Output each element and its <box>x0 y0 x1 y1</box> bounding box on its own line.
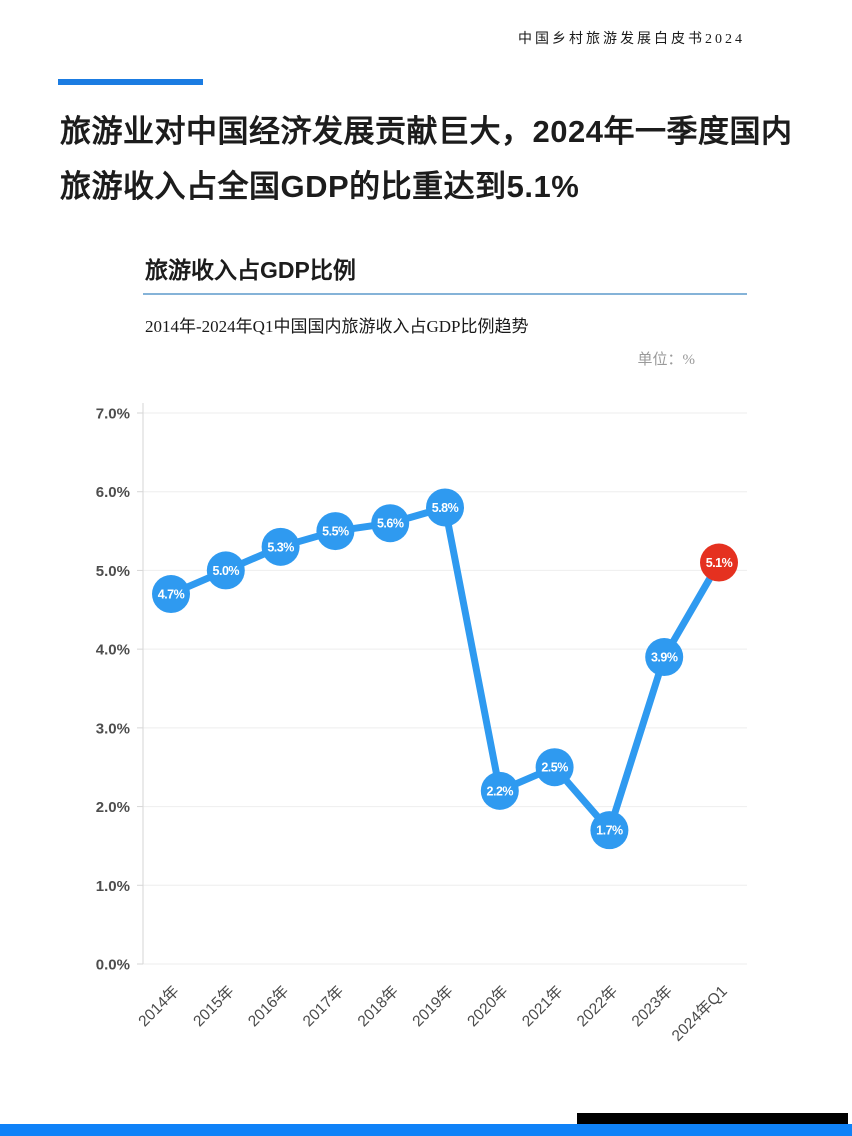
data-point <box>152 575 190 614</box>
x-axis-label: 2016年 <box>244 982 292 1030</box>
x-axis-label: 2017年 <box>299 982 347 1030</box>
data-point-label: 5.8% <box>432 501 459 515</box>
y-axis-label: 4.0% <box>96 642 130 659</box>
x-axis-label: 2018年 <box>354 982 402 1030</box>
x-axis-label: 2015年 <box>190 982 238 1030</box>
x-axis-label: 2019年 <box>409 982 457 1030</box>
data-point-label: 1.7% <box>596 824 623 838</box>
data-point-label: 4.7% <box>158 588 185 602</box>
chart-subtitle: 2014年-2024年Q1中国国内旅游收入占GDP比例趋势 <box>145 317 529 336</box>
data-point-label: 5.5% <box>322 525 349 539</box>
data-point <box>206 551 245 590</box>
x-axis-label: 2023年 <box>628 982 676 1030</box>
gdp-ratio-line-chart: 0.0%1.0%2.0%3.0%4.0%5.0%6.0%7.0%2014年 201… <box>96 403 747 1045</box>
data-point <box>261 527 300 566</box>
y-axis-label: 7.0% <box>96 406 130 423</box>
footer-black-bar <box>577 1113 848 1124</box>
page-title: 旅游业对中国经济发展贡献巨大，2024年一季度国内旅游收入占全国GDP的比重达到… <box>60 114 793 204</box>
unit-label: 单位：% <box>637 352 696 368</box>
y-axis-label: 0.0% <box>96 957 130 974</box>
y-axis-label: 1.0% <box>96 878 130 895</box>
trend-line <box>167 503 723 834</box>
doc-header: 中国乡村旅游发展白皮书2024 <box>518 32 745 47</box>
data-point <box>590 811 629 850</box>
data-point <box>371 504 410 543</box>
data-point-label: 5.1% <box>706 556 733 570</box>
data-point <box>426 488 464 527</box>
x-axis-label: 2022年 <box>573 982 621 1030</box>
title-accent-bar <box>58 79 203 85</box>
x-axis-label: 2014年 <box>135 982 183 1030</box>
data-point-label: 2.5% <box>541 761 568 775</box>
data-point <box>480 771 519 810</box>
y-axis-label: 6.0% <box>96 484 130 501</box>
x-axis-label: 2020年 <box>464 982 512 1030</box>
data-point-label: 2.2% <box>487 784 514 798</box>
y-axis-label: 5.0% <box>96 563 130 580</box>
data-point-label: 5.0% <box>213 564 240 578</box>
data-point <box>316 512 355 551</box>
y-axis-label: 3.0% <box>96 720 130 737</box>
footer-blue-bar <box>0 1124 852 1136</box>
data-point <box>645 638 684 677</box>
x-axis-label: 2024年Q1 <box>668 982 731 1045</box>
chart-title-divider <box>143 293 747 295</box>
x-axis-label: 2021年 <box>518 982 566 1030</box>
data-point-label: 5.6% <box>377 517 404 531</box>
y-axis-label: 2.0% <box>96 799 130 816</box>
data-point-label: 3.9% <box>651 651 678 665</box>
data-point <box>535 748 574 787</box>
data-point-highlight <box>700 543 738 582</box>
chart-title: 旅游收入占GDP比例 <box>145 257 356 283</box>
data-point-label: 5.3% <box>267 540 294 554</box>
